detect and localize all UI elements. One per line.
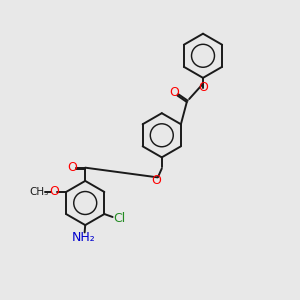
Text: O: O (152, 174, 161, 188)
Text: O: O (169, 86, 179, 99)
Text: O: O (50, 185, 59, 199)
Text: Cl: Cl (113, 212, 125, 225)
Text: O: O (198, 81, 208, 94)
Text: O: O (67, 161, 77, 174)
Text: CH₃: CH₃ (29, 187, 49, 197)
Text: NH₂: NH₂ (72, 231, 96, 244)
